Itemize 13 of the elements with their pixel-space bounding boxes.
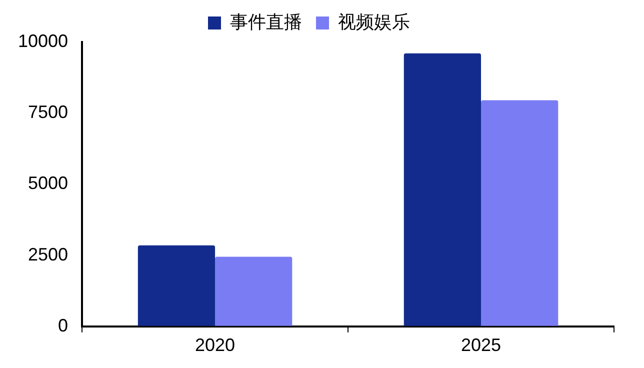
x-tick-label: 2020 xyxy=(195,335,236,356)
bar xyxy=(481,100,558,326)
y-tick-label: 10000 xyxy=(18,30,68,51)
y-tick-label: 7500 xyxy=(28,102,68,122)
y-tick-label: 5000 xyxy=(28,173,68,194)
y-tick-label: 0 xyxy=(58,315,68,336)
bar xyxy=(138,245,216,326)
legend-label: 事件直播 xyxy=(230,12,302,32)
y-tick-label: 2500 xyxy=(28,244,68,264)
bar xyxy=(215,256,292,326)
x-tick-label: 2025 xyxy=(460,335,502,356)
bar xyxy=(404,53,482,326)
legend-label: 视频娱乐 xyxy=(338,12,410,32)
